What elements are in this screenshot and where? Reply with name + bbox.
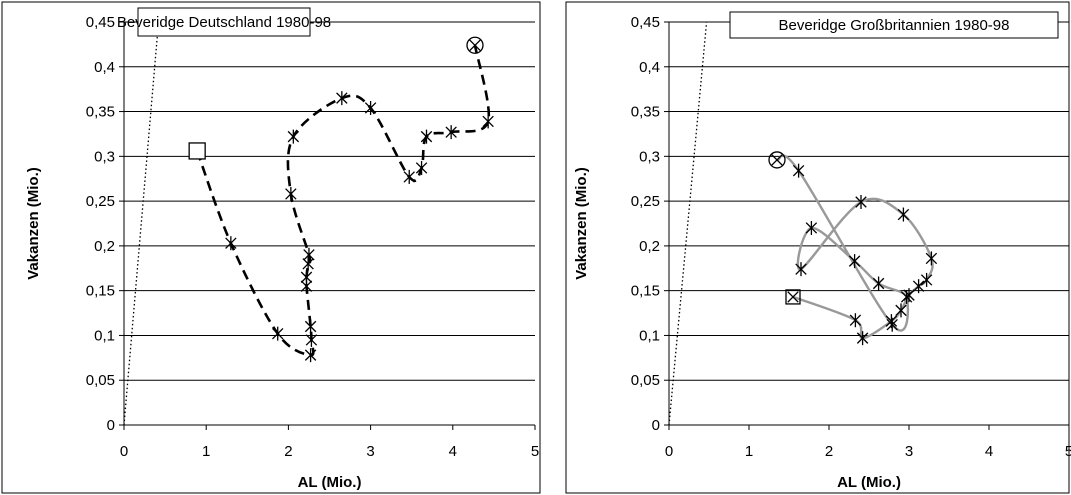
y-tick-label: 0,25 xyxy=(86,193,115,210)
data-point-star xyxy=(900,289,913,304)
data-point-star xyxy=(285,186,297,201)
y-tick-label: 0,05 xyxy=(631,372,660,389)
reference-line xyxy=(123,21,160,426)
data-point-star xyxy=(805,220,818,235)
data-point-star xyxy=(925,251,938,266)
data-point-star xyxy=(272,326,284,341)
x-tick-label: 2 xyxy=(284,443,292,460)
x-tick-label: 3 xyxy=(905,443,913,460)
y-tick-label: 0,45 xyxy=(631,14,660,31)
data-point-star xyxy=(912,279,925,294)
data-point-star xyxy=(856,331,869,346)
data-point-star xyxy=(848,254,861,269)
data-point-star xyxy=(336,91,348,106)
data-point-star xyxy=(897,207,910,222)
chart-frame xyxy=(565,1,1070,494)
data-point-star xyxy=(287,129,300,144)
data-point-star xyxy=(300,270,313,285)
data-point-star xyxy=(303,247,315,262)
x-tick-label: 5 xyxy=(531,443,539,460)
data-point-star xyxy=(855,195,867,210)
y-tick-label: 0,4 xyxy=(94,59,115,76)
y-tick-label: 0,1 xyxy=(94,327,115,344)
x-tick-label: 0 xyxy=(120,443,128,460)
y-tick-label: 0,2 xyxy=(639,238,660,255)
data-point-star xyxy=(364,100,377,115)
x-tick-label: 2 xyxy=(825,443,833,460)
reference-line xyxy=(668,21,708,426)
x-tick-label: 1 xyxy=(745,443,753,460)
data-point-square xyxy=(188,142,206,160)
data-point-star xyxy=(849,313,862,328)
data-point-star xyxy=(795,262,807,277)
x-axis-title: AL (Mio.) xyxy=(837,474,901,491)
y-tick-label: 0,25 xyxy=(631,193,660,210)
data-point-star xyxy=(415,160,428,175)
x-tick-label: 3 xyxy=(366,443,374,460)
chart-1: 0 0,05 0,1 0,15 0,2 0,25 0,3 0,35 0,4 0,45 0 1 2 3 4 5 A… xyxy=(1,1,541,494)
data-point-square-cross xyxy=(785,289,801,305)
chart-title: Beveridge Deutschland 1980-98 xyxy=(117,14,331,31)
chart-2: 0 0,05 0,1 0,15 0,2 0,25 0,3 0,35 0,4 0,45 0 1 2 3 4 5 A… xyxy=(565,1,1071,494)
y-tick-label: 0,35 xyxy=(631,104,660,121)
y-tick-label: 0,45 xyxy=(86,14,115,31)
data-point-circle-cross xyxy=(768,151,786,169)
y-tick-label: 0,4 xyxy=(639,59,660,76)
y-tick-label: 0 xyxy=(107,417,115,434)
data-point-star xyxy=(886,317,898,332)
x-axis-title: AL (Mio.) xyxy=(298,474,362,491)
data-point-star xyxy=(445,125,457,140)
x-tick-label: 1 xyxy=(202,443,210,460)
y-tick-label: 0,1 xyxy=(639,327,660,344)
data-point-star xyxy=(403,169,415,184)
data-point-star xyxy=(225,236,237,251)
chart-frame xyxy=(1,1,541,494)
chart-title-box xyxy=(729,11,1059,39)
data-point-star xyxy=(304,348,317,363)
data-point-star xyxy=(304,319,317,334)
chart-title: Beveridge Großbritannien 1980-98 xyxy=(779,17,1010,34)
data-point-star xyxy=(302,256,314,271)
series-line xyxy=(195,45,491,357)
y-tick-label: 0 xyxy=(652,417,660,434)
data-point-star xyxy=(305,332,318,347)
y-tick-label: 0,15 xyxy=(631,283,660,300)
y-tick-label: 0,05 xyxy=(86,372,115,389)
x-tick-label: 4 xyxy=(985,443,993,460)
y-axis-title: Vakanzen (Mio.) xyxy=(573,167,590,280)
y-tick-label: 0,3 xyxy=(94,148,115,165)
x-tick-label: 5 xyxy=(1065,443,1071,460)
data-point-star xyxy=(420,129,433,144)
data-point-star xyxy=(872,276,885,291)
data-point-star xyxy=(482,114,494,129)
y-tick-label: 0,3 xyxy=(639,148,660,165)
y-tick-label: 0,35 xyxy=(86,104,115,121)
data-point-star xyxy=(895,303,907,318)
y-axis-title: Vakanzen (Mio.) xyxy=(25,167,42,280)
data-point-star xyxy=(792,163,805,178)
y-tick-label: 0,2 xyxy=(94,238,115,255)
data-point-circle-cross xyxy=(466,36,484,54)
chart-title-box xyxy=(137,7,311,37)
data-point-star xyxy=(920,272,933,287)
x-tick-label: 0 xyxy=(665,443,673,460)
y-tick-label: 0,15 xyxy=(86,283,115,300)
x-tick-label: 4 xyxy=(449,443,457,460)
